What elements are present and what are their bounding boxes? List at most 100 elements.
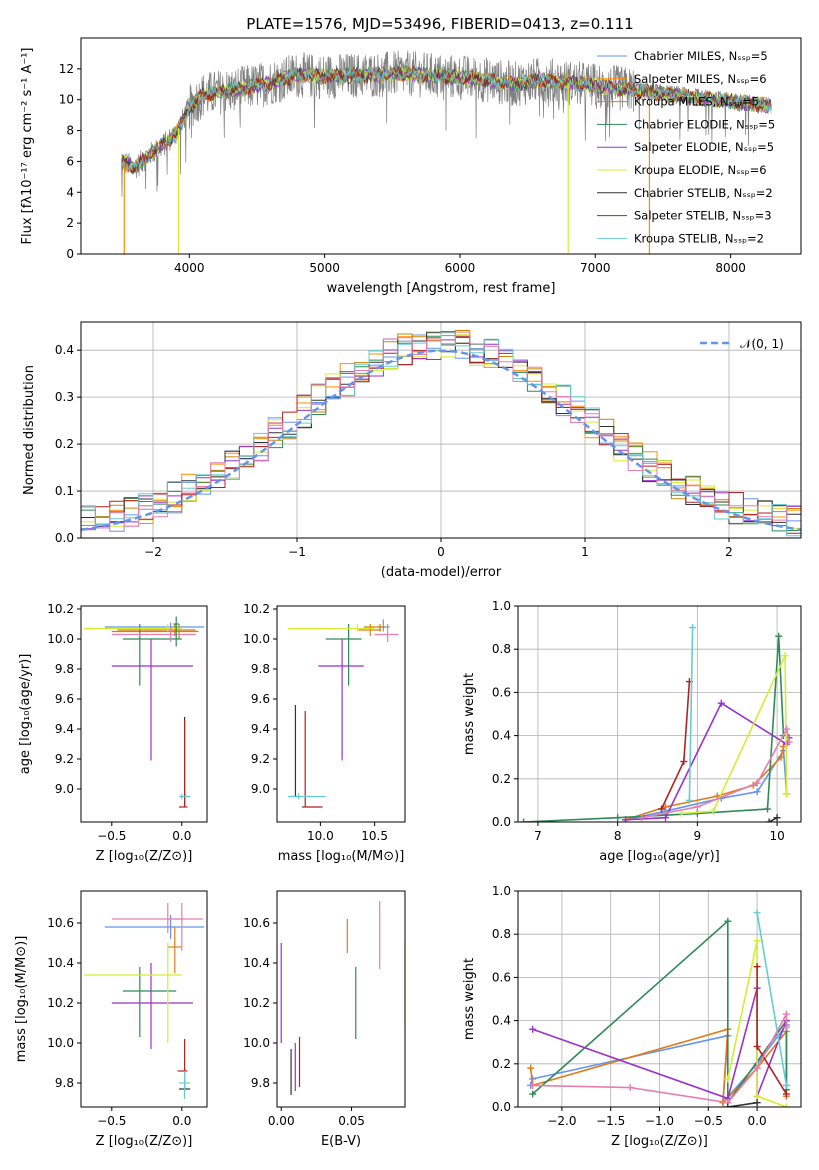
y-tick-label: 10.2 bbox=[47, 602, 74, 616]
mass-vs-ebv-panel: 0.00 0.05 9.8 10.0 10.2 10.4 10.6 E(B-V) bbox=[243, 890, 406, 1149]
axes-frame bbox=[517, 605, 802, 823]
normal-reference-curve bbox=[81, 349, 801, 532]
axes-frame bbox=[80, 37, 802, 255]
x-axis-label: Z [log₁₀(Z/Z⊙)] bbox=[96, 1134, 193, 1149]
y-tick-label: 10.4 bbox=[47, 956, 74, 970]
y-tick-label: 10.2 bbox=[47, 996, 74, 1010]
spectrum-panel: 4000 5000 6000 7000 8000 0 2 4 6 8 10 12 wavelength … bbox=[20, 37, 802, 296]
age-vs-Z-panel: −0.5 0.0 9.0 9.2 9.4 9.6 9.8 10.0 10.2 Z [log₁₀(Z… bbox=[18, 602, 208, 864]
y-tick-label: 12 bbox=[59, 62, 74, 76]
mass-weight-vs-age-panel: 7 8 9 10 0.0 0.2 0.4 0.6 0.8 1.0 age [log₁₀(age/yr… bbox=[462, 599, 802, 864]
y-tick-label: 10.2 bbox=[243, 996, 270, 1010]
y-axis-label: Normed distribution bbox=[22, 365, 37, 495]
legend-label: Salpeter STELIB, Nₛₛₚ=3 bbox=[634, 209, 772, 223]
x-axis-label: wavelength [Angstrom, rest frame] bbox=[327, 281, 556, 296]
y-axis-label: Flux [fλ10⁻¹⁷ erg cm⁻² s⁻¹ A⁻¹] bbox=[20, 48, 35, 245]
plot-area bbox=[280, 901, 405, 1095]
x-tick-label: 7000 bbox=[580, 261, 611, 275]
y-tick-label: 9.8 bbox=[55, 1076, 74, 1090]
histogram-step-line bbox=[81, 331, 801, 529]
x-tick-label: 4000 bbox=[174, 261, 205, 275]
age-vs-mass-panel: 10.0 10.5 9.0 9.2 9.4 9.6 9.8 10.0 10.2 mass [log… bbox=[243, 602, 406, 864]
x-tick-label: 9 bbox=[694, 829, 702, 843]
legend-label: Kroupa ELODIE, Nₛₛₚ=6 bbox=[634, 163, 767, 177]
x-tick-label: 0.0 bbox=[748, 1114, 767, 1128]
plot-area bbox=[121, 50, 772, 254]
y-axis-label: mass weight bbox=[462, 958, 477, 1040]
x-tick-label: 7 bbox=[534, 829, 542, 843]
legend-label: Chabrier STELIB, Nₛₛₚ=2 bbox=[634, 186, 773, 200]
series-line bbox=[768, 816, 778, 822]
legend: Chabrier MILES, Nₛₛₚ=5 Salpeter MILES, Nₛ… bbox=[597, 49, 775, 245]
y-tick-label: 0.4 bbox=[492, 1014, 511, 1028]
y-tick-label: 1.0 bbox=[492, 599, 511, 613]
legend-label: Chabrier MILES, Nₛₛₚ=5 bbox=[634, 49, 768, 63]
y-tick-label: 10 bbox=[59, 93, 74, 107]
legend-label: Chabrier ELODIE, Nₛₛₚ=5 bbox=[634, 117, 775, 131]
y-axis-label: age [log₁₀(age/yr)] bbox=[18, 654, 33, 775]
x-tick-label: 10 bbox=[769, 829, 784, 843]
y-tick-label: 1.0 bbox=[492, 884, 511, 898]
x-axis-label: mass [log₁₀(M/M⊙)] bbox=[278, 849, 405, 864]
model-spectrum-line bbox=[121, 67, 772, 172]
y-axis-label: mass weight bbox=[462, 673, 477, 755]
y-tick-label: 9.2 bbox=[55, 752, 74, 766]
y-tick-label: 10.0 bbox=[243, 1036, 270, 1050]
x-tick-label: 10.5 bbox=[361, 829, 388, 843]
y-tick-label: 10.6 bbox=[243, 916, 270, 930]
y-tick-label: 0.0 bbox=[55, 531, 74, 545]
series-line bbox=[523, 636, 785, 822]
x-tick-label: 0.00 bbox=[268, 1114, 295, 1128]
plot-area bbox=[83, 616, 205, 808]
x-tick-label: 1 bbox=[581, 545, 589, 559]
y-tick-label: 10.0 bbox=[47, 632, 74, 646]
axes-frame bbox=[80, 321, 802, 539]
y-tick-label: 9.8 bbox=[251, 1076, 270, 1090]
x-tick-label: −1.5 bbox=[596, 1114, 625, 1128]
x-tick-label: 6000 bbox=[445, 261, 476, 275]
axes-frame bbox=[276, 890, 406, 1108]
legend-label: 𝒩(0, 1) bbox=[740, 337, 784, 351]
y-tick-label: 9.0 bbox=[251, 782, 270, 796]
legend-label: Kroupa MILES, Nₛₛₚ=5 bbox=[634, 95, 759, 109]
x-tick-label: 0 bbox=[437, 545, 445, 559]
axes-frame bbox=[276, 605, 406, 823]
y-tick-label: 0.4 bbox=[492, 729, 511, 743]
plot-area bbox=[527, 909, 790, 1107]
axes-frame bbox=[80, 605, 208, 823]
x-tick-label: 2 bbox=[725, 545, 733, 559]
y-tick-label: 0.2 bbox=[492, 1057, 511, 1071]
y-tick-label: 0.0 bbox=[492, 1100, 511, 1114]
x-tick-label: 0.05 bbox=[338, 1114, 365, 1128]
y-tick-label: 0.8 bbox=[492, 642, 511, 656]
legend-label: Salpeter MILES, Nₛₛₚ=6 bbox=[634, 72, 767, 86]
x-axis-label: Z [log₁₀(Z/Z⊙)] bbox=[96, 849, 193, 864]
y-tick-label: 6 bbox=[66, 154, 74, 168]
mass-weight-vs-Z-panel: −2.0 −1.5 −1.0 −0.5 0.0 0.0 0.2 0.4 0.6 0.8 1.0 Z [… bbox=[462, 884, 802, 1149]
legend-label: Kroupa STELIB, Nₛₛₚ=2 bbox=[634, 231, 764, 245]
series-line bbox=[681, 655, 788, 815]
y-tick-label: 9.4 bbox=[55, 722, 74, 736]
x-tick-label: 0.0 bbox=[172, 1114, 191, 1128]
series-line bbox=[727, 1101, 758, 1107]
plot-area bbox=[287, 619, 399, 808]
x-tick-label: −0.5 bbox=[97, 1114, 126, 1128]
y-tick-label: 4 bbox=[66, 185, 74, 199]
y-tick-label: 10.0 bbox=[243, 632, 270, 646]
y-tick-label: 0.2 bbox=[492, 772, 511, 786]
y-tick-label: 0.6 bbox=[492, 685, 511, 699]
y-tick-label: 0.1 bbox=[55, 484, 74, 498]
y-tick-label: 9.6 bbox=[55, 692, 74, 706]
y-tick-label: 10.4 bbox=[243, 956, 270, 970]
y-tick-label: 9.6 bbox=[251, 692, 270, 706]
figure-title: PLATE=1576, MJD=53496, FIBERID=0413, z=0… bbox=[246, 15, 633, 33]
x-axis-label: age [log₁₀(age/yr)] bbox=[599, 849, 720, 864]
y-tick-label: 0 bbox=[66, 247, 74, 261]
series-line bbox=[660, 681, 691, 810]
y-axis-label: mass [log₁₀(M/M⊙)] bbox=[14, 936, 29, 1063]
series-line bbox=[688, 627, 694, 801]
series-line bbox=[756, 912, 788, 1086]
y-tick-label: 10.2 bbox=[243, 602, 270, 616]
x-tick-label: −1 bbox=[288, 545, 306, 559]
